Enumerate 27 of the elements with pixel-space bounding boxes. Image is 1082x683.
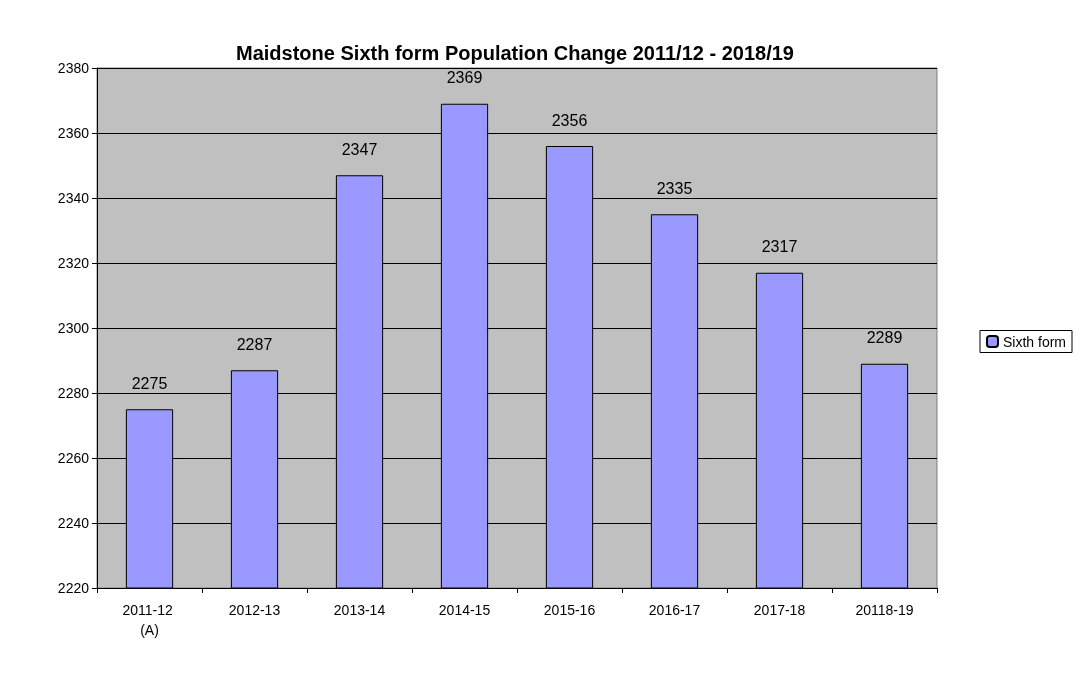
legend-label: Sixth form bbox=[1002, 333, 1066, 350]
x-tick-label: 2016-17 bbox=[648, 602, 701, 618]
y-tick-label: 2320 bbox=[57, 255, 90, 271]
data-label: 2335 bbox=[656, 179, 693, 197]
data-label: 2275 bbox=[131, 374, 168, 392]
data-label: 2369 bbox=[446, 69, 483, 87]
x-tick-label: 20118-19 bbox=[855, 602, 914, 618]
data-label: 2317 bbox=[761, 238, 798, 256]
y-tick-label: 2300 bbox=[57, 320, 90, 336]
y-tick-label: 2240 bbox=[57, 515, 90, 531]
x-tick-label: 2011-12 (A) bbox=[122, 602, 177, 638]
y-tick-label: 2360 bbox=[57, 125, 90, 141]
y-tick-label: 2220 bbox=[57, 580, 90, 596]
data-label: 2289 bbox=[866, 329, 903, 347]
x-tick-label: 2017-18 bbox=[753, 602, 806, 618]
y-tick-label: 2260 bbox=[57, 450, 90, 466]
y-tick-label: 2380 bbox=[57, 60, 90, 76]
y-tick-label: 2340 bbox=[57, 190, 90, 206]
data-label: 2287 bbox=[236, 335, 273, 353]
x-tick-label: 2015-16 bbox=[543, 602, 596, 618]
chart-title: Maidstone Sixth form Population Change 2011/12 - 2018/19 bbox=[236, 42, 794, 64]
x-tick-label: 2012-13 bbox=[228, 602, 281, 618]
data-label: 2356 bbox=[551, 111, 588, 129]
x-tick-label: 2013-14 bbox=[333, 602, 386, 618]
data-label: 2347 bbox=[341, 140, 378, 158]
y-tick-label: 2280 bbox=[57, 385, 90, 401]
x-tick-label: 2014-15 bbox=[438, 602, 491, 618]
